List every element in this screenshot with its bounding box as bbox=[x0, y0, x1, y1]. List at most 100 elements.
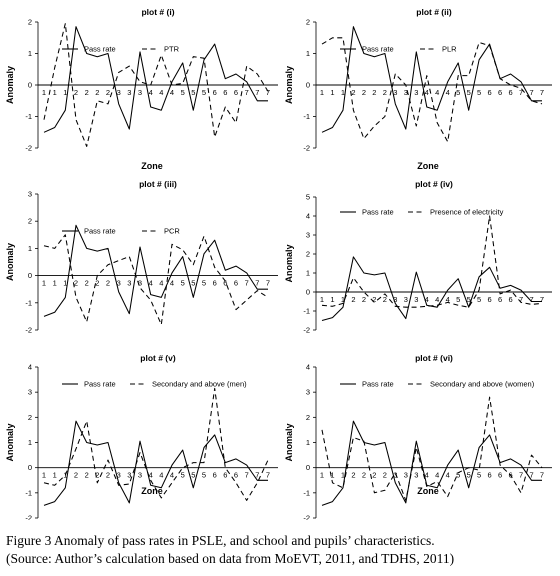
y-tick-label: -1 bbox=[303, 307, 310, 316]
y-axis-label: Anomaly bbox=[284, 244, 294, 282]
zone-tick-label: 5 bbox=[456, 88, 460, 97]
zone-tick-label: 1 bbox=[320, 295, 324, 304]
zone-tick-label: 7 bbox=[519, 295, 523, 304]
zone-tick-label: 7 bbox=[245, 279, 249, 288]
y-tick-label: -2 bbox=[303, 326, 310, 335]
legend-label: Secondary and above (men) bbox=[152, 380, 247, 389]
y-axis-label: Anomaly bbox=[5, 66, 15, 104]
zone-tick-label: 6 bbox=[488, 471, 492, 480]
y-tick-label: 1 bbox=[306, 269, 310, 278]
zone-tick-label: 7 bbox=[529, 471, 533, 480]
y-tick-label: 2 bbox=[306, 18, 310, 27]
zone-tick-label: 6 bbox=[234, 471, 238, 480]
y-tick-label: 4 bbox=[306, 363, 310, 372]
y-tick-label: 2 bbox=[306, 413, 310, 422]
y-tick-label: 0 bbox=[306, 463, 310, 472]
legend-label: Presence of electricity bbox=[430, 208, 504, 217]
zone-tick-label: 6 bbox=[488, 88, 492, 97]
zone-tick-label: 3 bbox=[117, 279, 121, 288]
zone-tick-label: 6 bbox=[213, 88, 217, 97]
legend-label: PTR bbox=[164, 45, 180, 54]
y-tick-label: 1 bbox=[306, 49, 310, 58]
zone-tick-label: 3 bbox=[117, 471, 121, 480]
plot-title: plot # (v) bbox=[140, 353, 176, 363]
zone-tick-label: 4 bbox=[149, 471, 153, 480]
zone-tick-label: 6 bbox=[234, 279, 238, 288]
zone-tick-label: 7 bbox=[519, 88, 523, 97]
series-line-dashed bbox=[321, 215, 543, 308]
zone-tick-label: 3 bbox=[117, 88, 121, 97]
y-tick-label: 5 bbox=[306, 193, 310, 202]
zone-tick-label: 2 bbox=[362, 295, 366, 304]
zone-tick-label: 3 bbox=[414, 295, 418, 304]
zone-tick-label: 2 bbox=[351, 88, 355, 97]
zone-tick-label: 4 bbox=[425, 295, 429, 304]
legend-label: PLR bbox=[442, 45, 457, 54]
zone-tick-label: 7 bbox=[245, 471, 249, 480]
y-tick-label: 4 bbox=[306, 212, 310, 221]
zone-tick-label: 4 bbox=[425, 471, 429, 480]
zone-tick-label: 6 bbox=[488, 295, 492, 304]
zone-tick-label: 1 bbox=[330, 295, 334, 304]
zone-tick-label: 5 bbox=[181, 88, 185, 97]
zone-tick-label: 7 bbox=[540, 471, 544, 480]
zone-tick-label: 5 bbox=[477, 88, 481, 97]
zone-tick-label: 5 bbox=[181, 279, 185, 288]
zone-tick-label: 3 bbox=[138, 471, 142, 480]
zone-tick-label: 2 bbox=[95, 88, 99, 97]
series-line-solid bbox=[43, 224, 268, 317]
zone-tick-label: 3 bbox=[414, 471, 418, 480]
zone-tick-label: 5 bbox=[456, 471, 460, 480]
y-axis-label: Anomaly bbox=[284, 423, 294, 461]
zone-tick-label: 2 bbox=[383, 88, 387, 97]
zone-tick-label: 4 bbox=[149, 279, 153, 288]
zone-tick-label: 7 bbox=[266, 471, 270, 480]
zone-tick-label: 1 bbox=[42, 88, 46, 97]
legend-label: Pass rate bbox=[362, 45, 394, 54]
zone-tick-label: 2 bbox=[106, 279, 110, 288]
zone-tick-label: 2 bbox=[383, 295, 387, 304]
series-line-solid bbox=[321, 420, 542, 506]
zone-tick-label: 5 bbox=[202, 471, 206, 480]
zone-tick-label: 2 bbox=[74, 279, 78, 288]
zone-tick-label: 3 bbox=[127, 279, 131, 288]
series-line-solid bbox=[43, 420, 268, 506]
zone-tick-label: 1 bbox=[42, 279, 46, 288]
zone-tick-label: 6 bbox=[508, 295, 512, 304]
zone-tick-label: 1 bbox=[53, 88, 57, 97]
zone-tick-label: 1 bbox=[320, 471, 324, 480]
zone-tick-label: 1 bbox=[53, 471, 57, 480]
y-axis-label: Anomaly bbox=[284, 66, 294, 104]
zone-tick-label: 4 bbox=[446, 471, 450, 480]
legend-label: Pass rate bbox=[84, 380, 116, 389]
y-tick-label: -2 bbox=[303, 144, 310, 153]
zone-tick-label: 1 bbox=[330, 88, 334, 97]
zone-tick-label: 5 bbox=[467, 471, 471, 480]
zone-tick-label: 4 bbox=[170, 471, 174, 480]
zone-tick-label: 5 bbox=[181, 471, 185, 480]
zone-tick-label: 3 bbox=[393, 295, 397, 304]
series-line-dashed bbox=[321, 396, 543, 501]
y-tick-label: 1 bbox=[28, 49, 32, 58]
plot-title: plot # (iv) bbox=[415, 179, 453, 189]
zone-tick-label: 6 bbox=[508, 88, 512, 97]
zone-tick-label: 7 bbox=[529, 88, 533, 97]
y-tick-label: -2 bbox=[25, 514, 32, 521]
caption-line-2: (Source: Author’s calculation based on d… bbox=[6, 551, 455, 566]
zone-tick-label: 1 bbox=[341, 88, 345, 97]
y-tick-label: 2 bbox=[28, 413, 32, 422]
zone-tick-label: 7 bbox=[255, 279, 259, 288]
y-tick-label: 4 bbox=[28, 363, 32, 372]
zone-tick-label: 2 bbox=[106, 471, 110, 480]
zone-tick-label: 4 bbox=[159, 471, 163, 480]
zone-tick-label: 3 bbox=[127, 88, 131, 97]
caption-line-1: Figure 3 Anomaly of pass rates in PSLE, … bbox=[6, 533, 435, 548]
zone-tick-label: 7 bbox=[540, 88, 544, 97]
y-tick-label: -1 bbox=[303, 112, 310, 121]
legend-label: Pass rate bbox=[362, 208, 394, 217]
zone-tick-label: 7 bbox=[266, 279, 270, 288]
y-tick-label: 3 bbox=[306, 388, 310, 397]
